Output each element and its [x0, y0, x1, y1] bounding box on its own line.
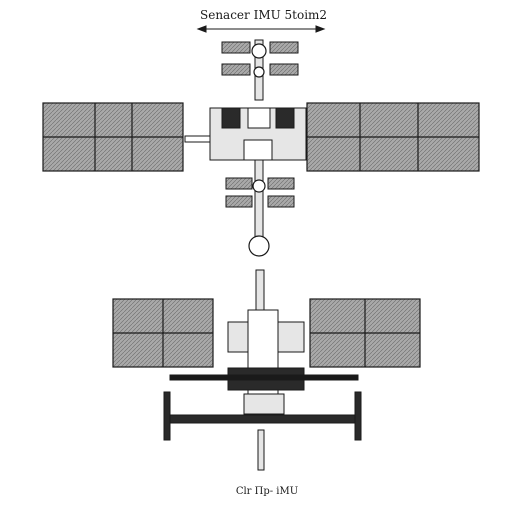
lower-solar-wings — [112, 298, 421, 368]
node-hubs — [248, 43, 270, 257]
top-label: Senacer IMU 5toim2 — [200, 8, 328, 22]
upper-solar-wings — [42, 102, 480, 172]
upper-hub-module — [184, 107, 307, 161]
bottom-label: Clr Πp- iMU — [235, 486, 299, 497]
double-arrow-icon — [196, 25, 326, 33]
top-small-arrays — [221, 41, 299, 208]
lower-truss-frame — [163, 391, 362, 441]
lower-hub-module — [169, 309, 359, 415]
